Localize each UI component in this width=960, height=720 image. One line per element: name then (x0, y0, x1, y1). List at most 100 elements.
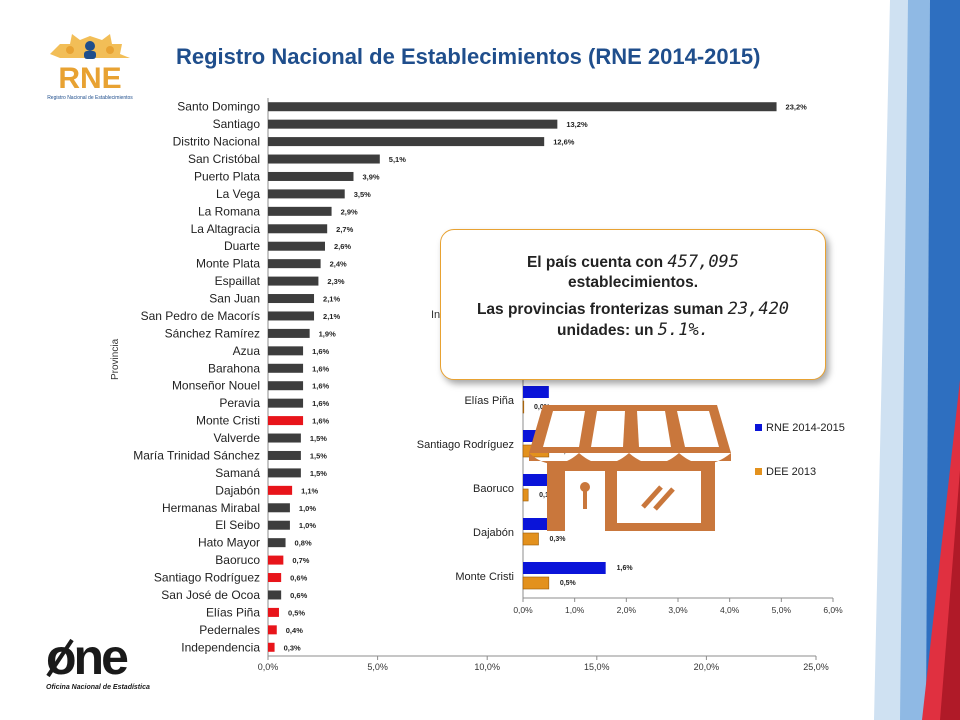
main-data-label-distrito-nacional: 12,6% (553, 138, 575, 147)
main-category-label-santo-domingo: Santo Domingo (177, 100, 260, 114)
main-data-label-santo-domingo: 23,2% (786, 103, 808, 112)
main-category-label-la-vega: La Vega (216, 187, 260, 201)
main-bar-san-juan (268, 294, 315, 304)
main-data-label-hato-mayor: 0,8% (295, 539, 312, 548)
main-category-label-duarte: Duarte (224, 239, 260, 253)
inset-bar-rne-2014-2015-elias-pina (523, 386, 549, 398)
main-data-label-pedernales: 0,4% (286, 626, 303, 635)
main-category-label-barahona: Barahona (208, 361, 260, 375)
main-x-tick-label: 0,0% (258, 662, 279, 672)
main-data-label-espaillat: 2,3% (327, 277, 344, 286)
main-bar-azua (268, 346, 304, 356)
callout-line-2-pre: Las provincias fronterizas suman (476, 301, 724, 318)
main-x-tick-label: 10,0% (474, 662, 500, 672)
main-data-label-dajabon: 1,1% (301, 486, 318, 495)
main-bar-sanchez-ramirez (268, 328, 310, 338)
main-bar-san-jose-de-ocoa (268, 590, 282, 600)
inset-x-tick-label: 2,0% (617, 605, 637, 615)
main-bar-independencia (268, 642, 275, 652)
inset-x-tick-label: 1,0% (565, 605, 585, 615)
inset-legend-swatch-rne-2014-2015 (755, 424, 762, 431)
main-category-label-puerto-plata: Puerto Plata (194, 169, 260, 183)
main-bar-hermanas-mirabal (268, 503, 290, 513)
main-data-label-valverde: 1,5% (310, 434, 327, 443)
decorative-ribbons (874, 0, 960, 720)
main-data-label-la-vega: 3,5% (354, 190, 371, 199)
main-data-label-peravia: 1,6% (312, 399, 329, 408)
main-category-label-baoruco: Baoruco (215, 553, 260, 567)
inset-x-tick-label: 3,0% (668, 605, 688, 615)
main-data-label-elias-pina: 0,5% (288, 608, 305, 617)
main-category-label-sanchez-ramirez: Sánchez Ramírez (165, 326, 260, 340)
main-category-label-dajabon: Dajabón (215, 483, 260, 497)
main-bar-santiago-rodriguez (268, 573, 282, 583)
inset-x-tick-label: 0,0% (513, 605, 533, 615)
inset-x-tick-label: 4,0% (720, 605, 740, 615)
inset-x-tick-label: 5,0% (772, 605, 792, 615)
main-bar-espaillat (268, 276, 319, 286)
main-x-tick-label: 5,0% (367, 662, 388, 672)
main-bar-pedernales (268, 625, 277, 635)
main-bar-elias-pina (268, 607, 279, 617)
rne-logo-text: RNE (58, 62, 121, 95)
rne-logo-subtitle: Registro Nacional de Establecimientos (47, 95, 133, 101)
main-bar-valverde (268, 433, 301, 443)
inset-bar-dee-2013-monte-cristi (522, 576, 550, 590)
main-data-label-la-romana: 2,9% (341, 207, 358, 216)
main-data-label-el-seibo: 1,0% (299, 521, 316, 530)
main-data-label-baoruco: 0,7% (292, 556, 309, 565)
inset-data-label-dee-2013-monte-cristi: 0,5% (560, 580, 577, 587)
main-category-label-independencia: Independencia (181, 640, 260, 654)
inset-category-label-elias-pina: Elías Piña (464, 395, 514, 407)
main-category-label-monsenor-nouel: Monseñor Nouel (172, 379, 260, 393)
main-bar-monte-cristi (268, 416, 304, 426)
main-bar-puerto-plata (268, 171, 354, 181)
inset-category-label-baoruco: Baoruco (473, 483, 514, 495)
one-logo: one Oficina Nacional de Estadística (44, 630, 160, 691)
callout-total-count: 457,095 (667, 252, 740, 272)
main-data-label-hermanas-mirabal: 1,0% (299, 504, 316, 513)
main-category-label-santiago: Santiago (213, 117, 261, 131)
inset-category-label-dajabon: Dajabón (473, 527, 514, 539)
callout-line-1-post: establecimientos. (567, 274, 699, 291)
main-data-label-maria-trinidad-sanchez: 1,5% (310, 451, 327, 460)
callout-border-percent: 5.1%. (657, 320, 709, 340)
main-category-label-valverde: Valverde (214, 431, 261, 445)
store-icon (529, 405, 731, 531)
main-data-label-monte-cristi: 1,6% (312, 417, 329, 426)
main-category-label-maria-trinidad-sanchez: María Trinidad Sánchez (133, 448, 260, 462)
main-x-tick-label: 25,0% (803, 662, 829, 672)
main-data-label-independencia: 0,3% (284, 643, 301, 652)
main-data-label-san-cristobal: 5,1% (389, 155, 406, 164)
rne-logo: RNE Registro Nacional de Establecimiento… (47, 34, 133, 101)
main-data-label-barahona: 1,6% (312, 364, 329, 373)
main-category-label-monte-plata: Monte Plata (196, 257, 260, 271)
inset-bar-dee-2013-dajabon (522, 532, 539, 546)
main-data-label-santiago: 13,2% (566, 120, 588, 129)
inset-data-label-dee-2013-dajabon: 0,3% (550, 536, 567, 543)
main-category-label-hato-mayor: Hato Mayor (198, 536, 260, 550)
main-category-label-la-altagracia: La Altagracia (191, 222, 261, 236)
main-chart-bars: Santo Domingo 23,2% Santiago 13,2% Distrito … (133, 98, 829, 672)
main-category-label-monte-cristi: Monte Cristi (196, 414, 260, 428)
main-category-label-pedernales: Pedernales (199, 623, 260, 637)
main-bar-santiago (268, 119, 558, 129)
inset-legend-label-rne-2014-2015: RNE 2014-2015 (766, 422, 845, 434)
main-data-label-san-pedro-de-macoris: 2,1% (323, 312, 340, 321)
main-bar-la-altagracia (268, 224, 328, 234)
main-data-label-duarte: 2,6% (334, 242, 351, 251)
main-bar-maria-trinidad-sanchez (268, 450, 301, 460)
callout-line-1-pre: El país cuenta con (526, 254, 664, 271)
main-category-label-la-romana: La Romana (198, 204, 260, 218)
main-category-label-samana: Samaná (215, 466, 260, 480)
page-title: Registro Nacional de Establecimientos (R… (176, 44, 761, 69)
one-logo-subtitle: Oficina Nacional de Estadística (46, 684, 150, 691)
main-data-label-san-juan: 2,1% (323, 295, 340, 304)
main-category-label-san-juan: San Juan (209, 292, 260, 306)
main-bar-monsenor-nouel (268, 381, 304, 391)
main-category-label-el-seibo: El Seibo (215, 518, 260, 532)
main-bar-distrito-nacional (268, 137, 545, 147)
main-data-label-san-jose-de-ocoa: 0,6% (290, 591, 307, 600)
